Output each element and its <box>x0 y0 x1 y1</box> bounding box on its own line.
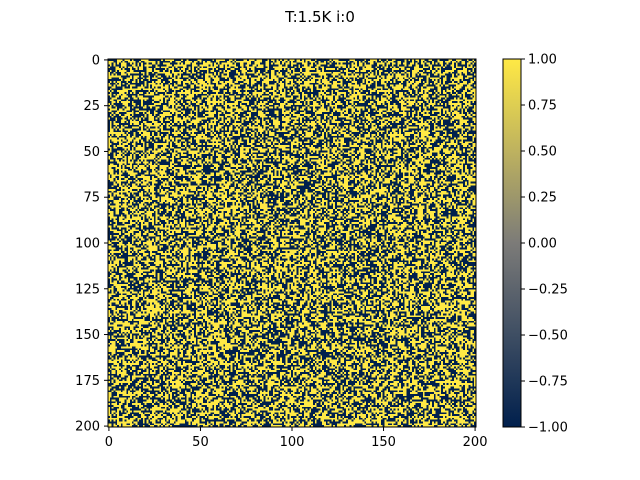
colorbar-tick-label: 0.00 <box>528 237 557 252</box>
colorbar-tick-label: 0.75 <box>528 99 557 114</box>
colorbar-tick-label: −0.50 <box>528 329 568 344</box>
colorbar-axis: 1.00 0.75 0.50 0.25 0.00 −0.25 −0.50 −0.75 −1.00 <box>521 53 568 436</box>
x-tick-label: 100 <box>280 435 305 450</box>
y-tick-label: 0 <box>92 53 100 68</box>
x-tick-label: 50 <box>192 435 209 450</box>
x-tick-label: 0 <box>105 435 113 450</box>
y-tick-label: 200 <box>75 420 100 435</box>
y-tick-label: 125 <box>75 282 100 297</box>
y-tick-label: 150 <box>75 328 100 343</box>
y-tick-label: 50 <box>83 145 100 160</box>
y-tick-label: 25 <box>83 99 100 114</box>
y-tick-label: 175 <box>75 374 100 389</box>
y-axis: 0 25 50 75 100 125 150 175 200 <box>75 53 108 435</box>
x-tick-label: 150 <box>371 435 396 450</box>
colorbar-tick-label: −0.25 <box>528 283 568 298</box>
colorbar-tick-label: −1.00 <box>528 421 568 436</box>
colorbar-tick-label: 1.00 <box>528 53 557 68</box>
colorbar-tick-label: 0.50 <box>528 145 557 160</box>
y-tick-label: 75 <box>83 191 100 206</box>
colorbar-tick-label: 0.25 <box>528 191 557 206</box>
colorbar <box>503 59 521 427</box>
colorbar-tick-label: −0.75 <box>528 375 568 390</box>
x-axis: 0 50 100 150 200 <box>105 427 488 450</box>
heatmap <box>108 59 476 427</box>
chart-title: T:1.5K i:0 <box>284 8 355 26</box>
x-tick-label: 200 <box>463 435 488 450</box>
y-tick-label: 100 <box>75 237 100 252</box>
heatmap-cells <box>108 59 476 427</box>
